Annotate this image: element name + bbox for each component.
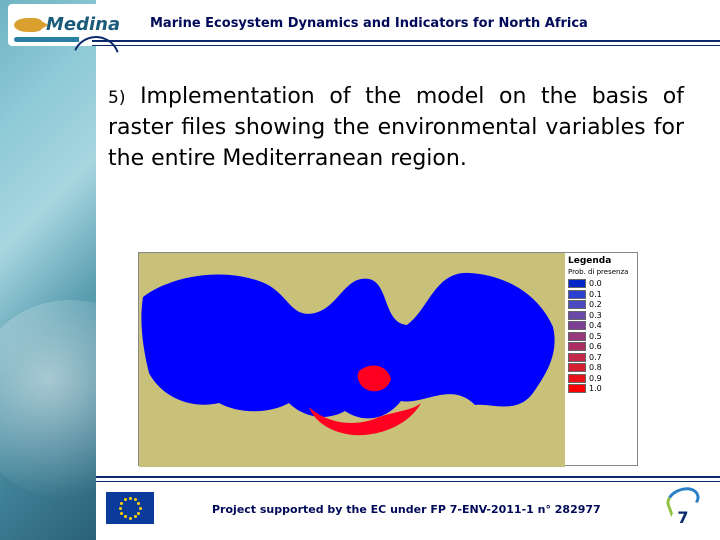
legend-label: 0.2 [589, 300, 602, 309]
legend-swatch [568, 374, 586, 383]
legend-label: 0.1 [589, 290, 602, 299]
legend-row: 0.7 [568, 353, 633, 362]
legend-row: 0.2 [568, 300, 633, 309]
legend-swatch [568, 300, 586, 309]
legend-label: 0.9 [589, 374, 602, 383]
legend-row: 0.0 [568, 279, 633, 288]
legend-swatch [568, 332, 586, 341]
legend-row: 0.8 [568, 363, 633, 372]
legend-subtitle: Prob. di presenza [568, 268, 633, 276]
footer-text: Project supported by the EC under FP 7-E… [212, 503, 601, 516]
legend-row: 0.6 [568, 342, 633, 351]
legend-row: 0.4 [568, 321, 633, 330]
legend-swatch [568, 353, 586, 362]
item-number: 5) [108, 88, 125, 108]
legend-row: 0.9 [568, 374, 633, 383]
legend-swatch [568, 279, 586, 288]
legend-row: 1.0 [568, 384, 633, 393]
legend-title: Legenda [568, 256, 633, 266]
legend-row: 0.5 [568, 332, 633, 341]
legend-label: 0.7 [589, 353, 602, 362]
legend-swatch [568, 321, 586, 330]
legend-row: 0.1 [568, 290, 633, 299]
legend-label: 0.5 [589, 332, 602, 341]
item-body: Implementation of the model on the basis… [108, 84, 684, 171]
legend-label: 0.3 [589, 311, 602, 320]
legend-swatch [568, 290, 586, 299]
legend-swatch [568, 342, 586, 351]
eu-flag-icon [106, 492, 154, 524]
legend-label: 0.0 [589, 279, 602, 288]
water-background [0, 0, 96, 540]
page-title: Marine Ecosystem Dynamics and Indicators… [150, 16, 588, 31]
legend-swatch [568, 311, 586, 320]
legend-swatch [568, 363, 586, 372]
fish-icon [14, 18, 42, 32]
footer-rule [96, 476, 720, 482]
header-rule [92, 40, 720, 46]
map-legend: Legenda Prob. di presenza 0.00.10.20.30.… [564, 252, 638, 466]
legend-label: 0.6 [589, 342, 602, 351]
legend-label: 0.4 [589, 321, 602, 330]
mediterranean-map [138, 252, 564, 466]
map-figure: Legenda Prob. di presenza 0.00.10.20.30.… [138, 252, 638, 466]
main-paragraph: 5) Implementation of the model on the ba… [108, 82, 684, 174]
fp7-logo: 7 [662, 488, 704, 530]
legend-swatch [568, 384, 586, 393]
legend-label: 1.0 [589, 384, 602, 393]
logo-text: Medina [46, 16, 120, 34]
legend-label: 0.8 [589, 363, 602, 372]
legend-row: 0.3 [568, 311, 633, 320]
